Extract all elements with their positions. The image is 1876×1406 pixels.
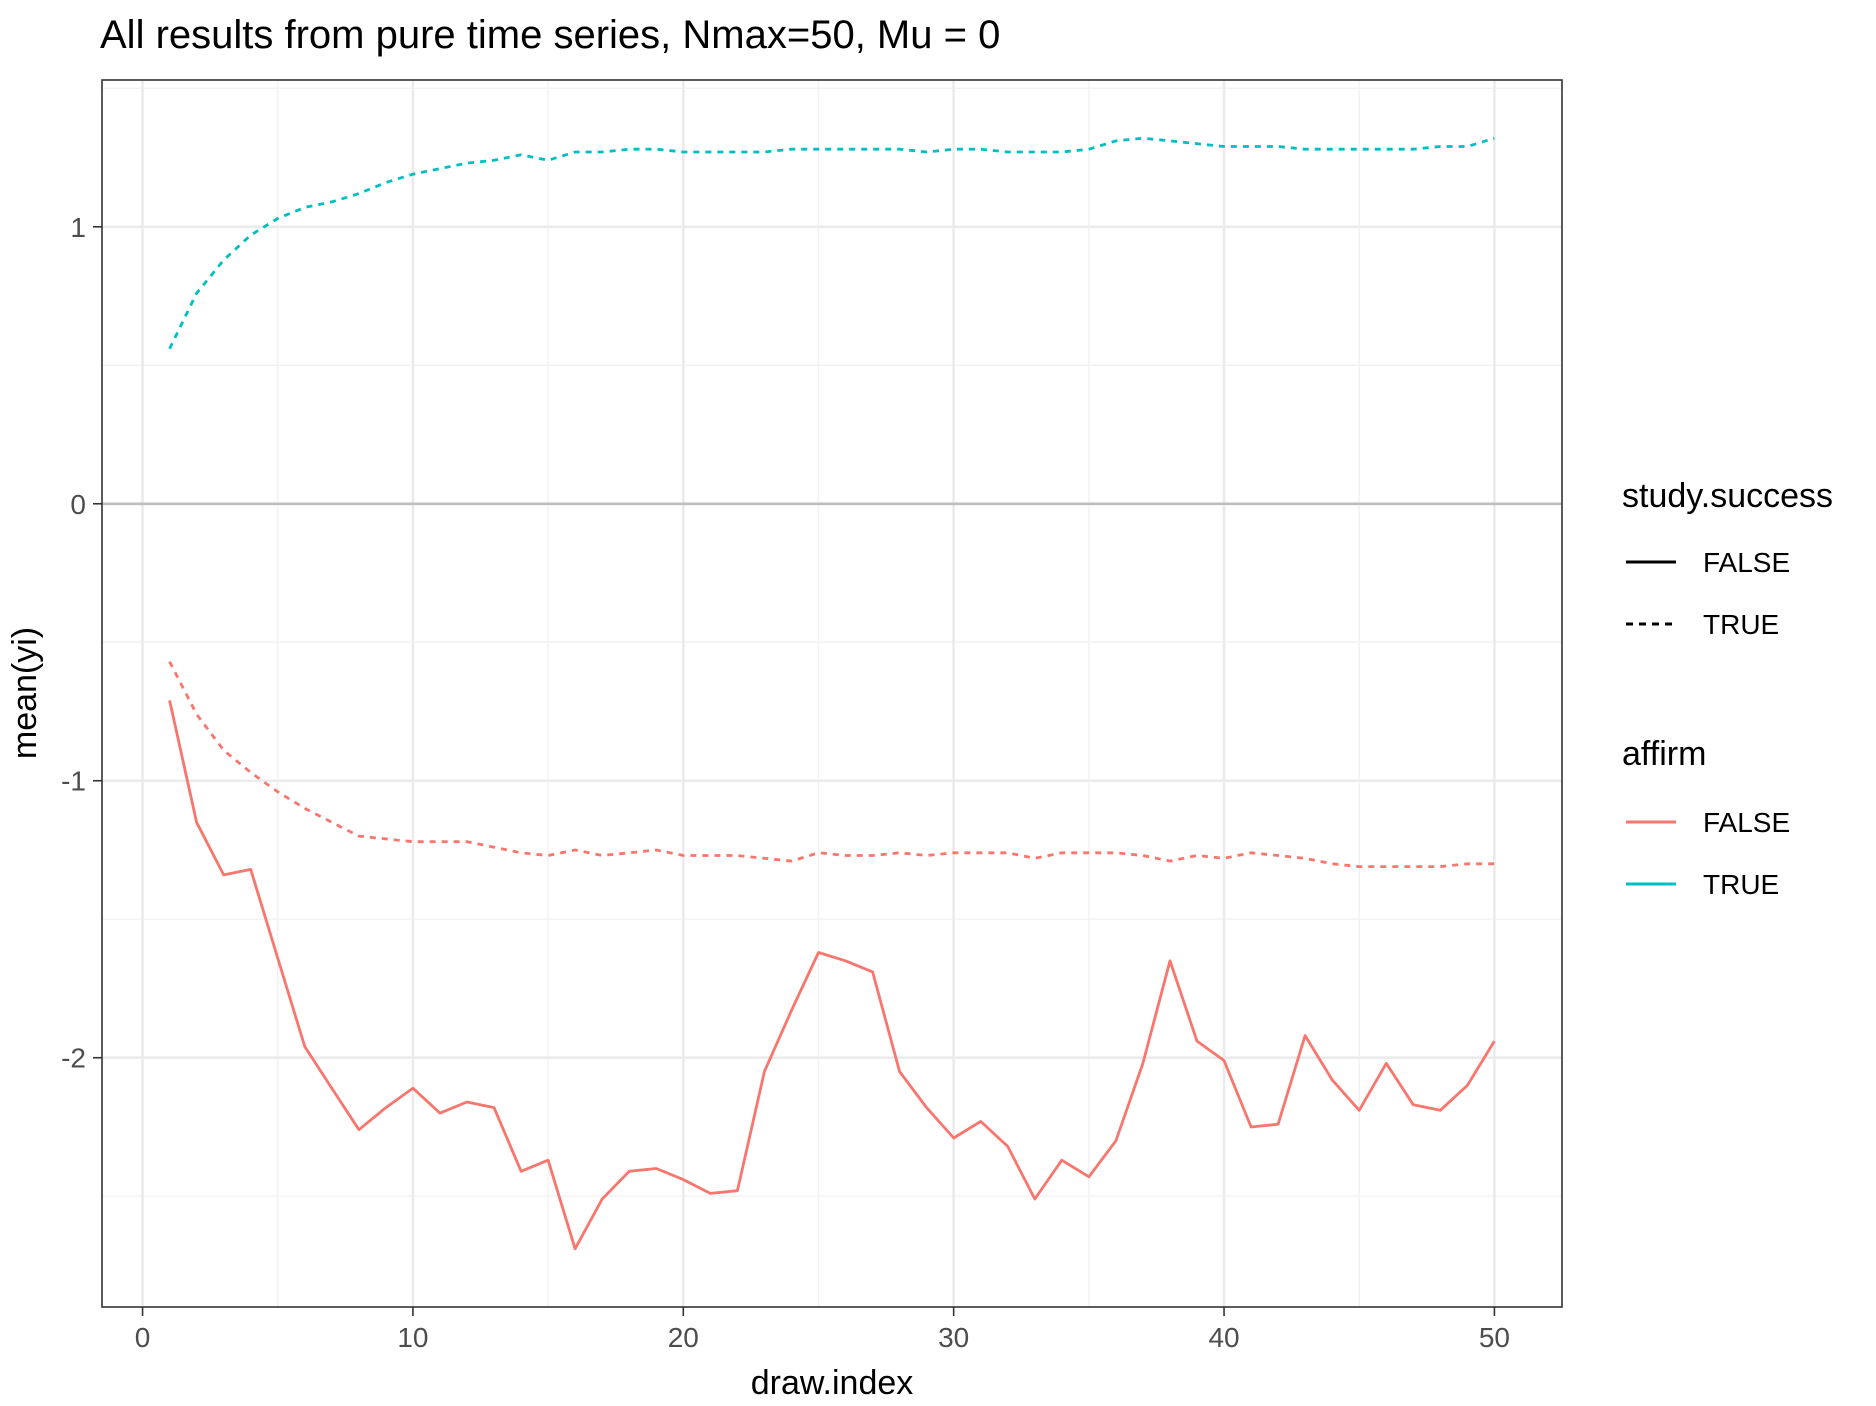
series-line-affirm-true-success-true bbox=[168, 136, 1495, 350]
legend-affirm: affirm FALSE TRUE bbox=[1622, 735, 1790, 900]
legend-title-study-success: study.success bbox=[1622, 477, 1833, 515]
x-axis-title: draw.index bbox=[751, 1364, 914, 1402]
y-tick-label: -1 bbox=[61, 766, 86, 797]
y-axis: -2 -1 0 1 bbox=[61, 212, 102, 1074]
minor-gridlines bbox=[102, 80, 1562, 1307]
x-axis: 0 10 20 30 40 50 bbox=[135, 1307, 1510, 1353]
plot-panel-background bbox=[102, 80, 1562, 1307]
x-tick-label: 50 bbox=[1479, 1322, 1510, 1353]
series-line-affirm-false-success-true bbox=[168, 660, 1495, 868]
legend-label-affirm-false: FALSE bbox=[1703, 807, 1790, 838]
x-tick-label: 30 bbox=[938, 1322, 969, 1353]
series-lines bbox=[102, 136, 1562, 1251]
legend-study-success: study.success FALSE TRUE bbox=[1622, 477, 1833, 640]
y-tick-label: 1 bbox=[70, 212, 86, 243]
plot-panel-border bbox=[101, 79, 1563, 1308]
x-tick-label: 0 bbox=[135, 1322, 151, 1353]
chart-title: All results from pure time series, Nmax=… bbox=[100, 13, 1000, 57]
legend-title-affirm: affirm bbox=[1622, 735, 1706, 773]
x-tick-label: 10 bbox=[397, 1322, 428, 1353]
legend-label-affirm-true: TRUE bbox=[1703, 869, 1779, 900]
y-tick-label: -2 bbox=[61, 1043, 86, 1074]
legend-label-study-success-false: FALSE bbox=[1703, 547, 1790, 578]
series-line-affirm-false-success-false bbox=[168, 700, 1496, 1251]
legend-label-study-success-true: TRUE bbox=[1703, 609, 1779, 640]
x-tick-label: 20 bbox=[668, 1322, 699, 1353]
x-tick-label: 40 bbox=[1208, 1322, 1239, 1353]
y-axis-title: mean(yi) bbox=[6, 627, 44, 759]
y-tick-label: 0 bbox=[70, 489, 86, 520]
